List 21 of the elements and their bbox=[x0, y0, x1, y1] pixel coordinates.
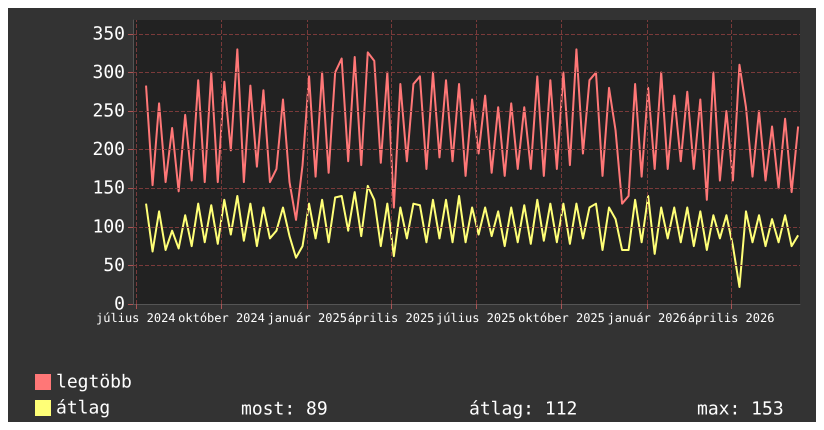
text: max: 153 bbox=[697, 398, 784, 420]
line-series bbox=[145, 184, 800, 288]
x-tick-label: október 2025 bbox=[518, 311, 605, 325]
x-tick-label: április 2026 bbox=[688, 311, 774, 325]
x-tick-label: január 2025 bbox=[267, 311, 347, 325]
line-series bbox=[145, 48, 800, 221]
y-tick-label: 350 bbox=[92, 23, 125, 44]
y-tick-label: 250 bbox=[92, 100, 125, 122]
x-tick-label: január 2026 bbox=[607, 311, 687, 325]
y-tick-label: 200 bbox=[92, 139, 125, 160]
y-tick-label: 300 bbox=[92, 62, 125, 83]
text: most: 89 bbox=[241, 398, 328, 420]
y-tick-label: 50 bbox=[103, 254, 125, 276]
x-tick-label: október 2024 bbox=[178, 311, 265, 325]
text: átlag: 112 bbox=[469, 398, 578, 420]
legend-label: legtöbb bbox=[56, 372, 132, 392]
x-tick-label: július 2025 bbox=[436, 311, 516, 325]
y-tick-label: 150 bbox=[92, 178, 125, 199]
y-tick-label: 100 bbox=[92, 216, 125, 238]
legend-label: átlag bbox=[56, 398, 110, 418]
x-tick-label: április 2025 bbox=[348, 311, 434, 325]
